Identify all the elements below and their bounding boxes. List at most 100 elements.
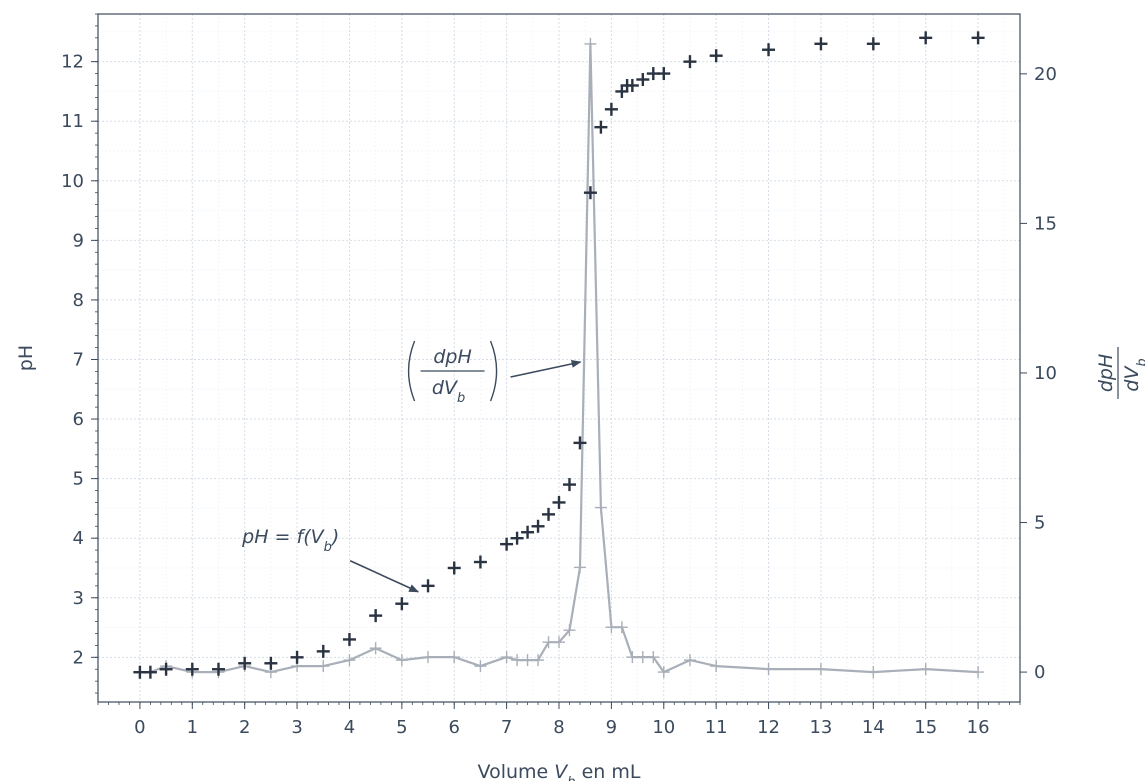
derivative-marker: [532, 654, 545, 667]
ph-marker: [636, 73, 650, 87]
ph-marker: [473, 555, 487, 569]
x-tick-label: 13: [809, 717, 832, 738]
derivative-marker: [972, 666, 985, 679]
x-tick-label: 0: [134, 717, 145, 738]
derivative-line: [139, 42, 979, 674]
derivative-marker: [521, 654, 534, 667]
ph-marker: [604, 102, 618, 116]
x-tick-label: 2: [239, 717, 250, 738]
derivative-marker: [448, 651, 461, 664]
derivative-marker: [474, 660, 487, 673]
derivative-marker: [814, 663, 827, 676]
x-tick-label: 3: [291, 717, 302, 738]
y-left-tick-label: 8: [73, 290, 84, 311]
ph-marker: [342, 632, 356, 646]
axis-labels: Volume Vb en mLpHdpHdVb: [15, 345, 1145, 781]
y-left-tick-label: 4: [73, 528, 84, 549]
ph-marker: [185, 662, 199, 676]
ph-marker: [264, 656, 278, 670]
x-axis-label: Volume Vb en mL: [478, 761, 641, 781]
x-tick-label: 12: [757, 717, 780, 738]
derivative-annotation-paren-right: [489, 340, 498, 402]
x-tick-label: 6: [449, 717, 460, 738]
derivative-marker: [657, 666, 670, 679]
derivative-marker: [317, 660, 330, 673]
derivative-marker: [636, 651, 649, 664]
ph-series: [133, 31, 985, 679]
derivative-marker: [500, 651, 513, 664]
ph-marker: [552, 495, 566, 509]
x-tick-label: 5: [396, 717, 407, 738]
y-right-tick-label: 5: [1034, 513, 1045, 534]
derivative-marker: [511, 654, 524, 667]
derivative-marker: [626, 651, 639, 664]
ph-curve-arrow: [349, 560, 420, 593]
derivative-annotation-numerator: dpH: [433, 346, 471, 368]
derivative-annotation-paren-left: [407, 340, 416, 402]
x-tick-label: 7: [501, 717, 512, 738]
x-tick-label: 9: [606, 717, 617, 738]
y-left-tick-label: 12: [61, 52, 84, 73]
y-left-tick-label: 10: [61, 171, 84, 192]
y-left-tick-label: 3: [73, 588, 84, 609]
x-tick-label: 4: [344, 717, 355, 738]
derivative-marker: [343, 654, 356, 667]
ph-marker: [316, 644, 330, 658]
x-tick-label: 14: [862, 717, 885, 738]
derivative-marker: [395, 654, 408, 667]
ph-marker: [625, 78, 639, 92]
ph-marker: [594, 120, 608, 134]
ph-marker: [421, 579, 435, 593]
grid: [98, 14, 1020, 702]
y-right-axis-label-numerator: dpH: [1095, 354, 1117, 392]
y-left-tick-label: 6: [73, 409, 84, 430]
ph-marker: [531, 519, 545, 533]
x-tick-label: 1: [187, 717, 198, 738]
y-left-tick-label: 11: [61, 111, 84, 132]
derivative-marker: [553, 636, 565, 649]
ph-marker: [159, 662, 173, 676]
ph-marker: [919, 31, 933, 45]
ph-marker: [573, 436, 587, 450]
ph-marker: [447, 561, 461, 575]
ph-marker: [238, 656, 252, 670]
ph-marker: [583, 186, 597, 200]
y-left-tick-label: 5: [73, 469, 84, 490]
derivative-marker: [594, 501, 607, 514]
x-tick-label: 10: [652, 717, 675, 738]
ph-marker: [395, 597, 409, 611]
ph-marker: [143, 665, 157, 679]
annotations: dpH dVb pH = f(Vb): [241, 340, 582, 593]
y-right-tick-label: 15: [1034, 213, 1057, 234]
x-tick-label: 8: [553, 717, 564, 738]
ph-marker: [657, 67, 671, 81]
derivative-marker: [563, 624, 576, 637]
y-left-tick-label: 7: [73, 349, 84, 370]
derivative-marker: [710, 660, 723, 673]
y-left-tick-label: 2: [73, 647, 84, 668]
ph-marker: [521, 525, 535, 539]
derivative-marker: [369, 642, 382, 655]
ph-marker: [510, 531, 524, 545]
y-right-tick-label: 20: [1034, 64, 1057, 85]
ph-marker: [369, 609, 383, 623]
derivative-marker: [605, 621, 618, 634]
ph-marker: [866, 37, 880, 51]
ph-marker: [290, 650, 304, 664]
derivative-marker: [919, 663, 932, 676]
ph-curve-annotation-label: pH = f(Vb): [241, 526, 339, 555]
derivative-marker: [584, 37, 597, 50]
axes: 0 1 2 3 4 5 6 7 8 9 10 11 12 13 14 15 162345678910111205…: [61, 13, 1057, 738]
derivative-marker: [573, 561, 586, 574]
derivative-marker: [647, 651, 660, 664]
y-left-axis-label: pH: [15, 345, 37, 371]
x-tick-label: 15: [914, 717, 937, 738]
derivative-marker: [542, 636, 555, 649]
ph-marker: [762, 43, 776, 57]
ph-marker: [542, 507, 556, 521]
derivative-annotation-denominator: dVb: [432, 377, 465, 406]
y-right-axis-label-denominator: dVb: [1121, 358, 1145, 391]
y-right-tick-label: 0: [1034, 662, 1045, 683]
